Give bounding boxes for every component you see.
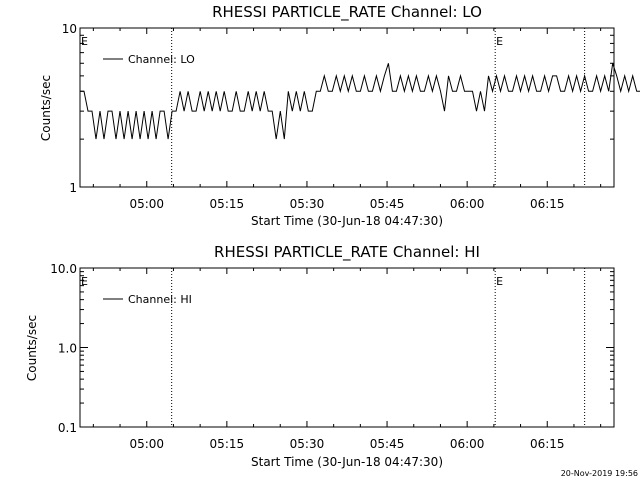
x-tick-label: 06:15 [530,197,565,211]
axis-ticks-lo: 05:00 05:15 05:30 05:45 06:00 06:15 1 10 [62,22,614,211]
chart-title-lo: RHESSI PARTICLE_RATE Channel: LO [212,3,482,22]
x-tick-label: 05:00 [129,197,164,211]
x-axis-label-hi: Start Time (30-Jun-18 04:47:30) [251,455,443,469]
event-marker-label: E [496,275,503,288]
x-tick-label: 05:45 [370,437,405,451]
x-tick-label: 05:45 [370,197,405,211]
x-tick-label: 06:15 [530,437,565,451]
y-axis-label-lo: Counts/sec [39,75,53,141]
legend-hi: Channel: HI [103,293,192,306]
y-tick-label: 1.0 [58,342,77,356]
x-tick-label: 05:15 [210,437,245,451]
legend-label-hi: Channel: HI [128,293,192,306]
legend-lo: Channel: LO [103,53,195,66]
legend-label-lo: Channel: LO [128,53,195,66]
y-tick-label: 0.1 [58,421,77,435]
axis-ticks-hi: 05:00 05:15 05:30 05:45 06:00 06:15 0.1 1.0 10.0 [50,262,614,451]
chart-title-hi: RHESSI PARTICLE_RATE Channel: HI [214,243,480,262]
x-tick-label: 06:00 [450,197,485,211]
event-marker-label: E [496,35,503,48]
event-marker-label: E [81,35,88,48]
y-tick-label: 10.0 [50,262,77,276]
panel-hi-chart: RHESSI PARTICLE_RATE Channel: HI Counts/… [25,243,615,469]
plot-frame-lo [79,27,615,188]
y-tick-label: 1 [69,181,77,195]
x-tick-label: 05:30 [290,437,325,451]
event-marker-label: E [81,275,88,288]
footer-timestamp: 20-Nov-2019 19:56 [561,469,638,478]
x-tick-label: 05:15 [210,197,245,211]
plot-frame-hi [79,267,615,428]
y-tick-label: 10 [62,22,77,36]
series-line-lo [80,63,640,140]
x-tick-label: 05:30 [290,197,325,211]
x-tick-label: 06:00 [450,437,485,451]
y-axis-label-hi: Counts/sec [25,315,39,381]
panel-lo-chart: RHESSI PARTICLE_RATE Channel: LO Counts/… [39,3,640,228]
x-axis-label-lo: Start Time (30-Jun-18 04:47:30) [251,214,443,228]
x-tick-label: 05:00 [129,437,164,451]
